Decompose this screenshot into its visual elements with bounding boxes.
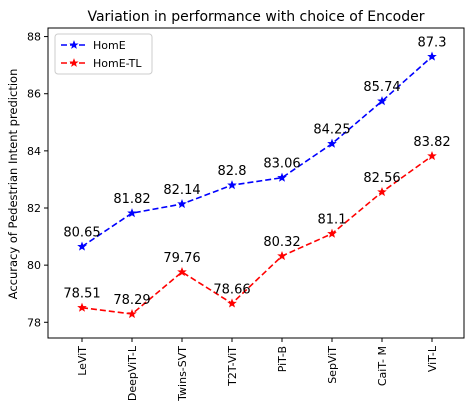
x-tick-label: LeViT [76,346,89,376]
data-label: 82.56 [363,171,400,186]
data-point [327,228,337,238]
y-tick-label: 84 [27,145,41,158]
legend-label: HomE-TL [93,57,142,70]
y-tick-label: 78 [27,316,41,329]
data-label: 79.76 [163,251,200,266]
data-label: 83.06 [263,157,300,172]
data-point [377,186,387,197]
data-point [427,51,437,61]
data-label: 85.74 [363,80,400,95]
data-point [127,308,137,319]
data-point [77,302,87,312]
y-axis-label: Accuracy of Pedestrian Intent prediction [6,69,20,300]
data-point [377,96,387,106]
legend-swatch-marker [69,40,79,49]
series-line [81,155,433,315]
data-label: 80.32 [263,235,300,250]
data-label: 87.3 [418,36,447,51]
y-tick-label: 82 [27,202,41,215]
data-label: 78.29 [113,293,150,308]
y-tick-label: 80 [27,259,41,272]
legend-box [54,33,153,75]
data-label: 82.14 [163,183,200,198]
x-tick-label: ViT-L [426,345,439,372]
x-tick-label: T2T-ViT [226,346,239,387]
x-tick-label: CaiT- M [376,346,389,386]
chart-marks: 78 80 82 84 86 88 LeViT DeepViT-L Twins-SVT T2T-V… [27,31,451,402]
data-label: 78.66 [213,282,250,297]
data-label: 82.8 [218,164,247,179]
data-point [177,266,187,277]
data-point [127,208,137,218]
y-tick-label: 88 [27,31,41,44]
plot-frame [47,27,465,339]
legend-swatch-marker [69,58,79,67]
x-tick-label: Twins-SVT [176,346,189,402]
x-tick-label: PiT-B [276,346,289,372]
data-point [427,150,437,161]
legend-label: HomE [93,39,126,52]
data-point [277,250,287,261]
data-label: 84.25 [313,123,350,138]
data-point [227,180,237,190]
x-tick-label: SepViT [326,346,339,384]
data-label: 78.51 [63,287,100,302]
legend: HomE HomE-TL [54,33,153,75]
data-label: 81.82 [113,192,150,207]
data-label: 80.65 [63,226,100,241]
data-label: 83.82 [413,135,450,150]
chart-title: Variation in performance with choice of … [87,9,424,25]
data-point [327,138,337,148]
data-point [227,298,237,308]
series-line [81,55,433,248]
data-point [77,241,87,251]
x-tick-label: DeepViT-L [126,345,139,401]
y-tick-label: 86 [27,88,41,101]
data-point [277,172,287,182]
data-label: 81.1 [318,213,347,228]
data-point [177,198,187,209]
